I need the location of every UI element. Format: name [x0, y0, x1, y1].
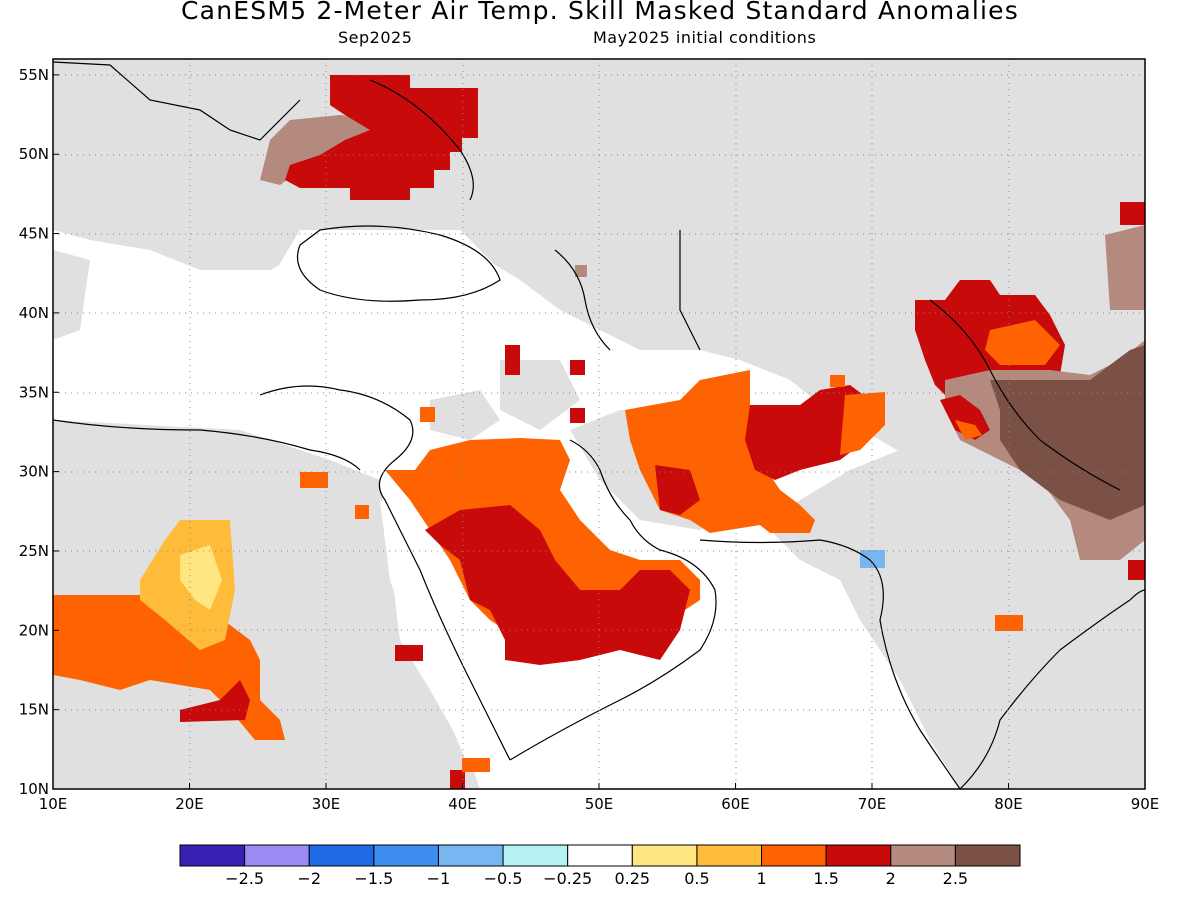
map-plot-area — [53, 59, 1145, 789]
colorbar-swatch — [308, 844, 375, 867]
lat-tick-label: 45N — [19, 225, 49, 243]
colorbar-swatch — [244, 844, 310, 867]
neutral-land — [53, 230, 800, 770]
lon-tick-label: 30E — [312, 795, 341, 813]
colorbar-swatch — [567, 844, 633, 867]
lon-tick-label: 10E — [39, 795, 68, 813]
forecast-month: Sep2025 — [338, 28, 413, 47]
lon-tick-label: 60E — [721, 795, 750, 813]
colorbar-swatch — [954, 844, 1021, 867]
colorbar-swatch — [696, 844, 763, 867]
colorbar-swatch — [890, 844, 956, 867]
colorbar-swatch — [502, 844, 569, 867]
anomaly-fields — [53, 75, 1145, 789]
lon-axis: 10E 20E 30E 40E 50E 60E 70E 80E 90E — [39, 783, 1160, 813]
anomaly-sahel-red — [180, 680, 250, 722]
anomaly-tibet-darkbrown — [990, 345, 1145, 520]
colorbar-label: 2.5 — [943, 869, 968, 888]
anomaly-himalaya-orange — [955, 420, 982, 440]
anomaly-india-blue — [860, 550, 885, 568]
anomaly-ne-brown — [1105, 225, 1145, 310]
colorbar-label: −1 — [427, 869, 451, 888]
lat-tick-label: 10N — [19, 780, 49, 798]
anomaly-ne-red — [1120, 202, 1145, 225]
colorbar-label: 1 — [756, 869, 766, 888]
initial-conditions: May2025 initial conditions — [593, 28, 817, 47]
colorbar-swatch — [761, 844, 827, 867]
anomaly-central-asia-orange — [985, 320, 1060, 365]
colorbar-label: −1.5 — [354, 869, 393, 888]
lon-tick-label: 20E — [175, 795, 204, 813]
colorbar-label: 1.5 — [813, 869, 838, 888]
colorbar-swatch — [179, 844, 246, 867]
colorbar: −2.5 −2 −1.5 −1 −0.5 −0.25 0.25 0.5 1 1.5 2 2.5 — [179, 844, 1021, 888]
colorbar-label: 0.25 — [614, 869, 650, 888]
colorbar-swatch — [437, 844, 504, 867]
anomaly-iran-red-s — [655, 465, 700, 515]
anomaly-eastern-europe-core — [285, 75, 478, 200]
lon-tick-label: 70E — [858, 795, 887, 813]
colorbar-label: 2 — [886, 869, 896, 888]
lon-tick-label: 90E — [1131, 795, 1160, 813]
colorbar-label: −2 — [297, 869, 321, 888]
colorbar-label: −0.25 — [543, 869, 592, 888]
colorbar-label: 0.5 — [684, 869, 709, 888]
lon-tick-label: 80E — [994, 795, 1023, 813]
colorbar-swatch — [373, 844, 439, 867]
colorbar-swatch — [631, 844, 698, 867]
lat-tick-label: 25N — [19, 542, 49, 560]
lat-axis: 55N 50N 45N 40N 35N 30N 25N 20N 15N 10N — [19, 66, 59, 798]
gridlines — [53, 59, 1145, 789]
colorbar-swatch — [825, 844, 892, 867]
colorbar-label: −0.5 — [484, 869, 523, 888]
map-title: CanESM5 2-Meter Air Temp. Skill Masked S… — [181, 0, 1019, 25]
lat-tick-label: 50N — [19, 145, 49, 163]
lat-tick-label: 20N — [19, 621, 49, 639]
lon-tick-label: 50E — [585, 795, 614, 813]
lat-tick-label: 55N — [19, 66, 49, 84]
anomaly-pakistan-orange — [840, 392, 885, 455]
lat-tick-label: 30N — [19, 463, 49, 481]
anomaly-arabia-red — [425, 505, 690, 665]
lat-tick-label: 15N — [19, 701, 49, 719]
lat-tick-label: 35N — [19, 383, 49, 401]
coastlines — [53, 61, 1145, 789]
colorbar-label: −2.5 — [225, 869, 264, 888]
lon-tick-label: 40E — [448, 795, 477, 813]
lat-tick-label: 40N — [19, 304, 49, 322]
